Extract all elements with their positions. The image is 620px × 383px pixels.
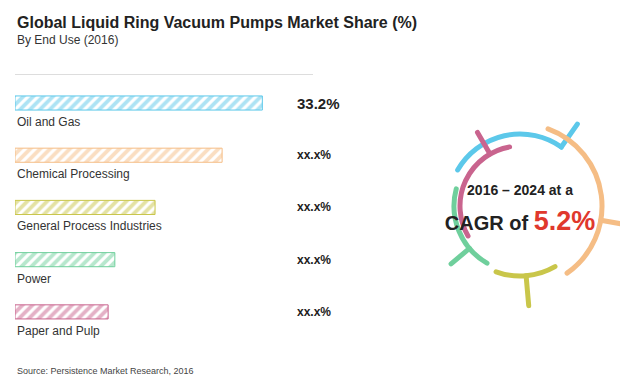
- svg-text:Chemical Processing: Chemical Processing: [17, 167, 130, 181]
- svg-text:Power: Power: [17, 272, 51, 286]
- svg-text:CAGR of 5.2%: CAGR of 5.2%: [445, 206, 595, 236]
- svg-text:Source: Persistence Market Res: Source: Persistence Market Research, 201…: [17, 366, 194, 376]
- svg-text:Paper and Pulp: Paper and Pulp: [17, 324, 100, 338]
- svg-text:By End Use (2016): By End Use (2016): [17, 33, 118, 47]
- svg-text:General Process Industries: General Process Industries: [17, 219, 162, 233]
- svg-text:xx.x%: xx.x%: [297, 305, 331, 319]
- svg-text:xx.x%: xx.x%: [297, 148, 331, 162]
- svg-text:xx.x%: xx.x%: [297, 200, 331, 214]
- svg-text:Oil and Gas: Oil and Gas: [17, 115, 80, 129]
- svg-text:2016 – 2024 at a: 2016 – 2024 at a: [467, 182, 573, 198]
- svg-text:33.2%: 33.2%: [297, 95, 340, 112]
- svg-text:xx.x%: xx.x%: [297, 253, 331, 267]
- svg-text:Global Liquid Ring Vacuum Pump: Global Liquid Ring Vacuum Pumps Market S…: [17, 14, 417, 31]
